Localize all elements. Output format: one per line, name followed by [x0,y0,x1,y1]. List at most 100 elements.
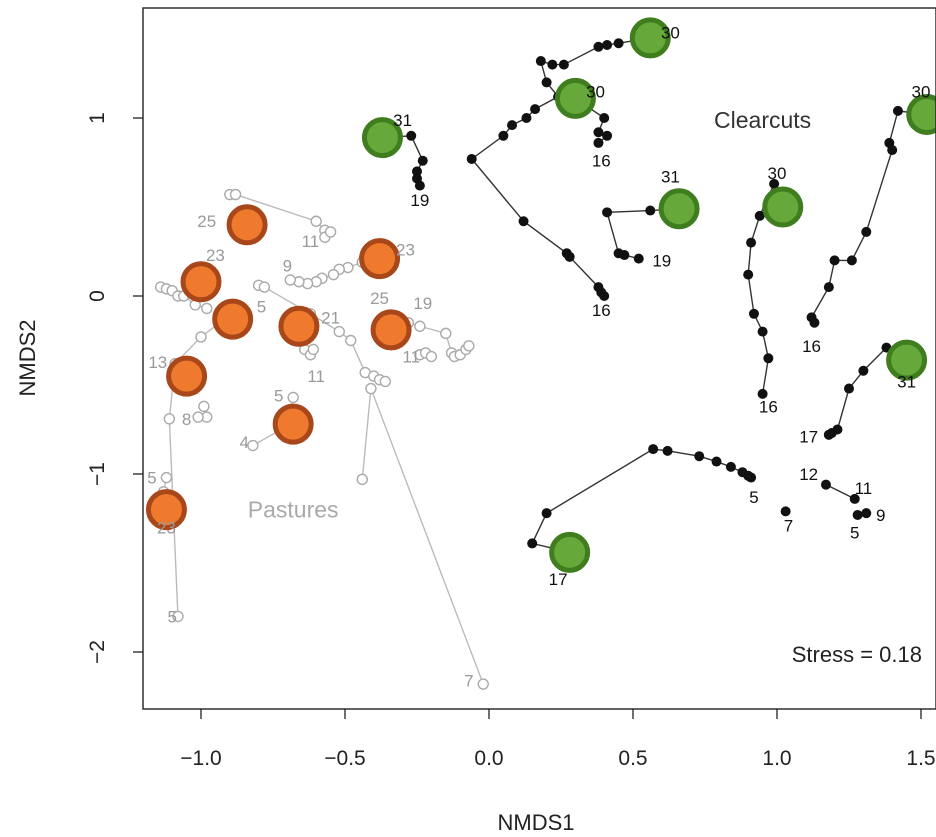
group-labels: Clearcuts Pastures [248,107,811,523]
point-label: 5 [850,524,859,543]
pasture-point [258,281,271,293]
clearcut-point [823,282,834,293]
clearcut-point [417,155,428,166]
clearcut-point [648,444,659,455]
y-tick-label: 1 [86,112,109,124]
clearcut-point [602,130,613,141]
point-label: 23 [396,241,415,260]
point-label: 11 [302,232,320,251]
x-tick-label: −1.0 [180,747,221,770]
point-label: 16 [759,397,778,416]
clearcut-point [852,509,863,520]
clearcut-point [466,153,477,164]
point-label: 21 [321,308,340,327]
clearcut-highlight-marker [629,17,671,59]
point-label: 5 [749,488,758,507]
point-label: 8 [182,410,191,429]
group-label-pastures: Pastures [248,497,339,523]
clearcut-point [541,77,552,88]
x-tick-label: 0.5 [618,747,647,770]
clearcut-point [711,456,722,467]
point-label: 30 [586,82,605,101]
x-axis-title: NMDS1 [497,810,574,835]
clearcut-point [406,130,417,141]
clearcut-point [809,317,820,328]
clearcut-point [541,508,552,519]
pasture-highlight-marker [212,298,254,340]
pasture-highlight-marker [166,355,208,397]
point-label: 30 [912,82,931,101]
clearcut-point [757,326,768,337]
clearcut-point [769,178,780,189]
clearcut-point [593,137,604,148]
clearcut-point [746,472,757,483]
point-label: 25 [370,289,389,308]
clearcut-point [645,205,656,216]
clearcut-point [823,429,834,440]
pasture-point [247,439,259,452]
y-tick-label: 0 [86,290,109,302]
point-label: 23 [206,246,225,265]
clearcut-point [613,38,624,49]
pasture-point [198,400,210,413]
x-tick-label: 1.0 [762,747,791,770]
trajectory-lines [160,37,927,685]
clearcut-point [829,255,840,266]
x-tick-label: 0.0 [474,747,503,770]
group-label-clearcuts: Clearcuts [714,107,811,133]
pasture-point [345,334,357,347]
clearcut-highlight-marker [658,188,700,230]
point-label: 30 [768,164,787,183]
pasture-point [284,274,296,286]
clearcut-point [564,251,575,262]
clearcut-point [619,250,630,261]
clearcut-trajectory-5 [810,110,927,324]
pasture-point [463,340,475,352]
point-label: 30 [661,24,680,43]
pasture-point [192,411,204,423]
pasture-point [379,375,392,388]
x-tick-label: 1.5 [906,747,935,770]
clearcut-point [662,445,673,456]
point-label: 31 [393,111,412,130]
pasture-point [333,325,345,338]
clearcut-point [535,56,546,67]
point-labels: 3030163119311916303016163117512119571725… [147,24,930,691]
point-label: 13 [148,353,167,372]
clearcut-point [844,383,854,394]
point-label: 11 [855,479,873,498]
pasture-point [172,610,184,623]
clearcut-point [547,59,558,70]
clearcut-point [694,451,705,462]
point-label: 16 [592,301,611,320]
clearcut-highlight-marker [549,531,591,573]
pasture-point [287,391,299,404]
point-label: 19 [652,251,671,270]
pasture-point [324,226,337,238]
axes: −1.0 −0.5 0.0 0.5 1.0 1.5 −2 −1 0 1 [86,7,936,770]
clearcut-point [521,113,532,123]
point-label: 9 [283,257,292,276]
highlight-markers [145,17,936,573]
y-tick-label: −2 [86,640,109,664]
pasture-highlight-marker [272,403,314,445]
pasture-point [229,188,242,201]
clearcut-point [599,113,610,123]
clearcut-point [633,253,644,264]
point-label: 16 [592,152,611,171]
point-label: 19 [410,191,429,210]
pasture-highlight-marker [278,305,320,347]
point-label: 31 [897,372,916,391]
pasture-point [195,331,207,343]
clearcut-point [754,210,765,221]
clearcut-highlight-marker [361,117,403,159]
pasture-point [310,215,322,227]
clearcut-point [849,493,860,504]
pasture-trajectory-22 [361,388,484,685]
point-label: 16 [802,337,821,356]
clearcut-point [748,308,759,319]
pasture-point [356,473,368,486]
stress-annotation: Stress = 0.18 [792,642,922,667]
clearcut-point [892,105,903,116]
